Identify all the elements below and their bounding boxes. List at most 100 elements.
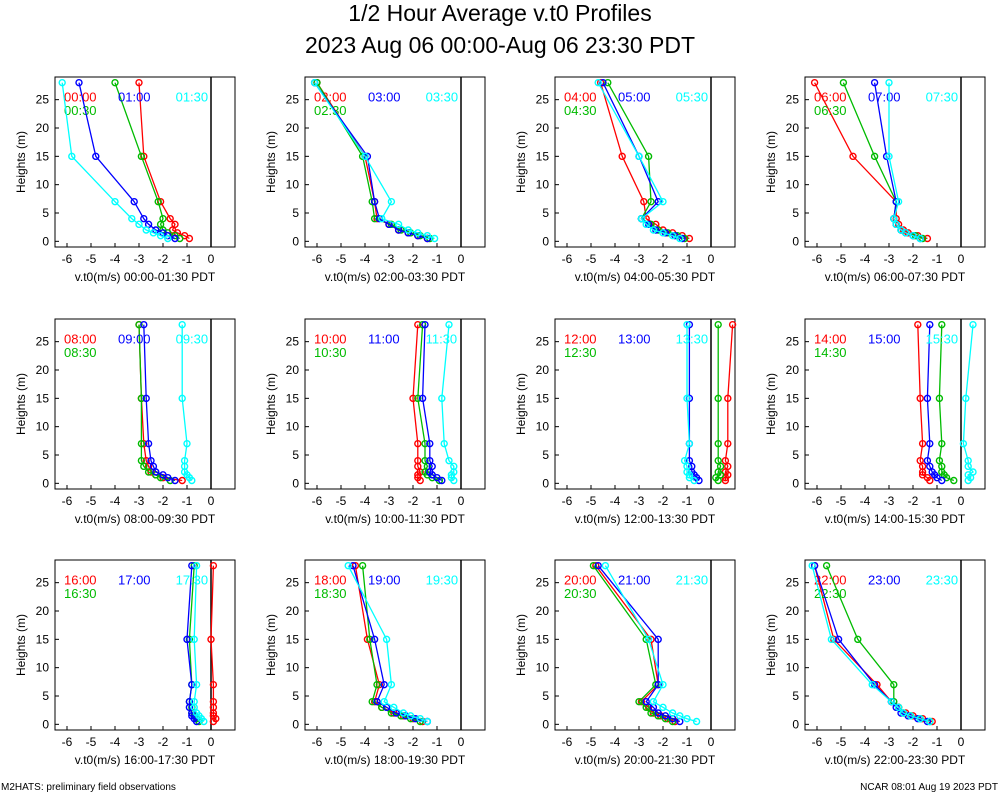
data-point: [589, 561, 598, 570]
panel-1: -6 -5 -4 -3 -2 -1 0 0 5 10 15 20 25 v.t0(m/s) 00:00-0…: [14, 76, 236, 284]
data-point: [192, 680, 201, 689]
data-point: [923, 234, 932, 243]
x-tick-label: -4: [610, 252, 621, 266]
series-line: [78, 82, 176, 240]
data-point: [724, 439, 732, 448]
x-tick-label: -4: [110, 252, 121, 266]
data-point: [714, 439, 722, 448]
data-point: [938, 439, 946, 448]
x-tick-label: -1: [432, 252, 443, 266]
data-point: [137, 394, 146, 403]
data-point: [890, 680, 898, 689]
data-point: [635, 152, 643, 161]
panel-10: -6 -5 -4 -3 -2 -1 0 0 5 10 15 20 25 v.t0(m/s) 18:00-1…: [264, 559, 486, 767]
data-point: [92, 152, 100, 161]
data-point: [430, 234, 439, 243]
data-point: [404, 226, 412, 234]
x-tick-label: -5: [586, 494, 597, 508]
data-point: [962, 394, 970, 403]
legend-label: 14:30: [814, 345, 847, 360]
y-tick-label: 0: [292, 476, 299, 490]
data-point: [834, 635, 843, 644]
y-tick-label: 20: [536, 121, 550, 135]
y-axis-label: Heights (m): [14, 373, 28, 435]
data-point: [368, 697, 376, 706]
legend-label: 06:30: [814, 103, 847, 118]
data-point: [111, 197, 119, 206]
panel-8: -6 -5 -4 -3 -2 -1 0 0 5 10 15 20 25 v.t0(m/s) 14:00-1…: [764, 318, 986, 526]
x-tick-label: 0: [458, 735, 465, 749]
data-point: [685, 234, 694, 243]
data-point: [642, 220, 650, 229]
x-tick-label: -3: [634, 735, 645, 749]
data-point: [366, 635, 374, 644]
data-point: [185, 697, 194, 706]
x-axis-label: v.t0(m/s) 02:00-03:30 PDT: [325, 270, 466, 284]
legend-label: 15:00: [868, 331, 901, 346]
y-tick-label: 25: [36, 93, 50, 107]
data-point: [916, 714, 924, 723]
x-tick-label: -1: [182, 252, 193, 266]
x-tick-label: -5: [836, 494, 847, 508]
y-tick-label: 15: [536, 149, 550, 163]
footer-left: M2HATS: preliminary field observations: [1, 782, 176, 793]
x-tick-label: -6: [562, 252, 573, 266]
data-point: [676, 712, 684, 720]
y-axis-label: Heights (m): [14, 131, 28, 193]
y-tick-label: 10: [36, 420, 50, 434]
data-point: [642, 697, 650, 706]
data-point: [923, 717, 932, 726]
y-tick-label: 0: [792, 476, 799, 490]
y-tick-label: 15: [786, 632, 800, 646]
data-point: [156, 231, 165, 240]
x-tick-label: -6: [312, 252, 323, 266]
data-point: [310, 78, 319, 87]
x-axis-label: v.t0(m/s) 16:00-17:30 PDT: [75, 753, 216, 767]
data-point: [68, 152, 76, 161]
y-tick-label: 5: [292, 448, 299, 462]
plot-frame: [554, 76, 736, 248]
x-tick-label: -3: [134, 735, 145, 749]
x-tick-label: -2: [908, 735, 919, 749]
legend-label: 13:30: [676, 331, 709, 346]
y-tick-label: 15: [36, 391, 50, 405]
legend-label: 21:00: [618, 572, 651, 587]
data-point: [885, 78, 893, 87]
x-tick-label: -1: [682, 494, 693, 508]
series-line: [683, 324, 695, 482]
data-point: [414, 229, 422, 237]
data-point: [409, 394, 417, 403]
data-point: [918, 439, 927, 448]
legend-label: 23:30: [926, 572, 959, 587]
data-point: [421, 320, 429, 329]
y-tick-label: 0: [542, 234, 549, 248]
x-tick-label: -1: [932, 735, 943, 749]
data-point: [668, 709, 677, 717]
y-tick-label: 10: [286, 661, 300, 675]
y-axis-label: Heights (m): [764, 131, 778, 193]
data-point: [676, 234, 684, 243]
x-axis-label: v.t0(m/s) 20:00-21:30 PDT: [575, 753, 716, 767]
data-point: [916, 234, 924, 243]
x-tick-label: -4: [110, 494, 121, 508]
data-point: [599, 78, 607, 87]
x-tick-label: -2: [408, 494, 419, 508]
x-tick-label: 0: [208, 494, 215, 508]
y-tick-label: 25: [286, 576, 300, 590]
chart-title: 1/2 Hour Average v.t0 Profiles: [348, 0, 652, 26]
y-tick-label: 15: [786, 149, 800, 163]
y-tick-label: 0: [542, 476, 549, 490]
legend-label: 21:30: [676, 572, 709, 587]
legend-label: 11:30: [426, 331, 458, 346]
data-point: [890, 214, 898, 223]
data-point: [209, 697, 218, 706]
x-tick-label: -2: [408, 735, 419, 749]
x-tick-label: -2: [158, 252, 169, 266]
data-point: [135, 220, 143, 229]
x-tick-label: 0: [208, 735, 215, 749]
data-point: [661, 712, 670, 720]
data-point: [724, 394, 732, 403]
data-point: [147, 456, 155, 465]
legend-label: 10:30: [314, 345, 347, 360]
plot-frame: [304, 318, 486, 490]
